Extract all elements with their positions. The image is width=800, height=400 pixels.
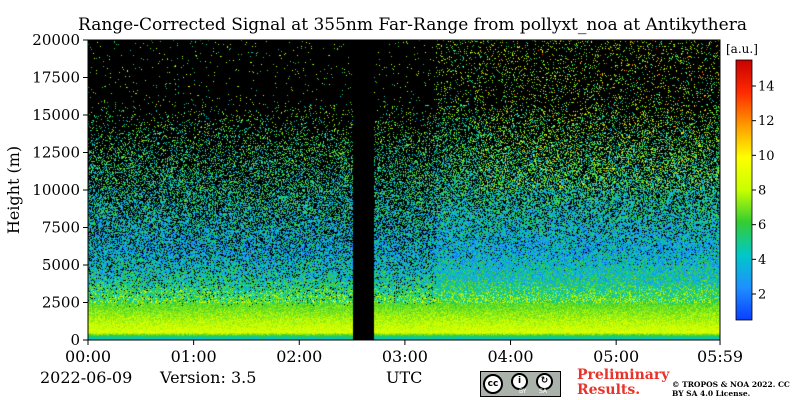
y-tick-label: 0 — [70, 331, 80, 349]
cc-by-text: BY — [519, 388, 527, 395]
heatmap-image — [88, 40, 720, 340]
cc-license-badge[interactable]: cc i ↻ BY SA — [480, 371, 561, 397]
cc-sa-text: SA — [539, 388, 548, 395]
chart-title: Range-Corrected Signal at 355nm Far-Rang… — [78, 15, 747, 35]
y-tick-label: 10000 — [32, 181, 80, 199]
y-tick-label: 2500 — [42, 294, 80, 312]
preliminary-results-note: Preliminary Results. — [577, 367, 670, 398]
y-tick-label: 5000 — [42, 256, 80, 274]
colorbar-tick-label: 14 — [758, 80, 775, 95]
colorbar-gradient — [735, 59, 753, 321]
date-label: 2022-06-09 — [40, 368, 133, 387]
y-tick-label: 15000 — [32, 106, 80, 124]
x-tick-label: 05:00 — [593, 347, 639, 366]
colorbar-tick-label: 12 — [758, 114, 775, 129]
cc-sa-icon: ↻ — [536, 373, 553, 390]
y-tick-label: 12500 — [32, 144, 80, 162]
colorbar: [a.u.] 2 4 6 8 10 12 14 — [726, 42, 775, 321]
colorbar-tick-label: 6 — [758, 218, 766, 233]
x-tick-label: 02:00 — [276, 347, 322, 366]
y-axis: 0 2500 5000 7500 10000 12500 15000 17500 20000 — [32, 31, 88, 349]
y-axis-label: Height (m) — [4, 146, 23, 234]
y-tick-label: 20000 — [32, 31, 80, 49]
colorbar-tick-label: 2 — [758, 288, 766, 303]
y-tick-label: 17500 — [32, 69, 80, 87]
colorbar-label: [a.u.] — [726, 42, 758, 56]
x-tick-label: 03:00 — [382, 347, 428, 366]
x-tick-label: 04:00 — [487, 347, 533, 366]
x-tick-label: 05:59 — [697, 347, 743, 366]
x-axis: 00:00 01:00 02:00 03:00 04:00 05:00 05:59 — [65, 340, 743, 366]
y-tick-label: 7500 — [42, 219, 80, 237]
colorbar-tick-label: 10 — [758, 149, 775, 164]
x-tick-label: 01:00 — [171, 347, 217, 366]
x-tick-label: 00:00 — [65, 347, 111, 366]
colorbar-tick-label: 4 — [758, 253, 766, 268]
heatmap-layer — [88, 40, 720, 340]
x-axis-label: UTC — [386, 368, 423, 387]
version-label: Version: 3.5 — [160, 368, 257, 387]
copyright-note: © TROPOS & NOA 2022. CC BY SA 4.0 Licens… — [672, 380, 790, 398]
colorbar-tick-label: 8 — [758, 184, 766, 199]
cc-icon: cc — [483, 374, 503, 394]
cc-by-icon: i — [511, 373, 528, 390]
